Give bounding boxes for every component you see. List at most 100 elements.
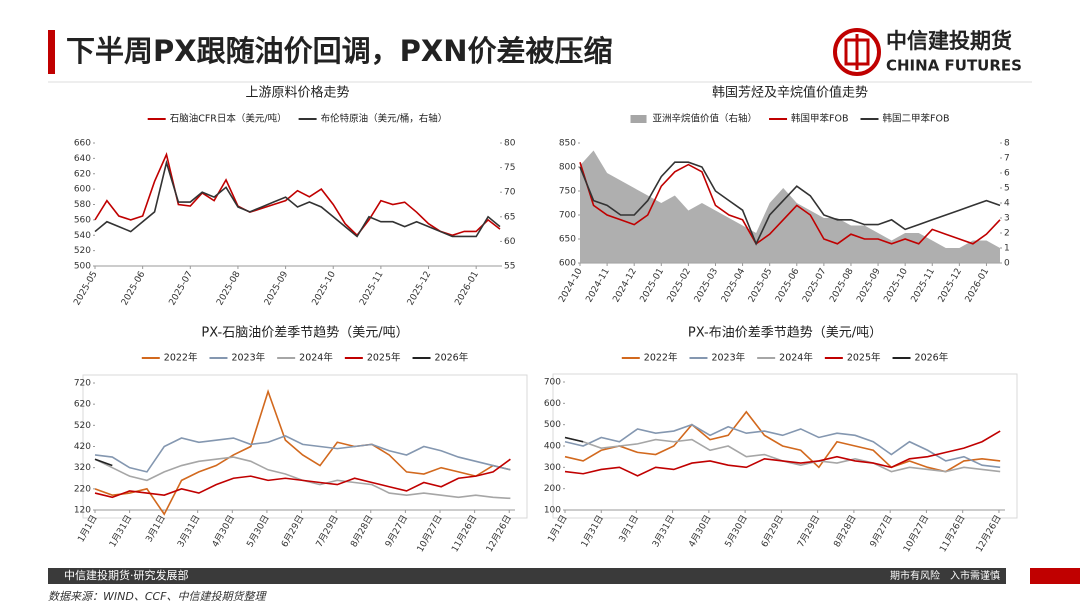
y-tick-label: 520: [74, 421, 91, 431]
y-tick-label: 200: [544, 484, 561, 494]
y-tick-label: 700: [559, 211, 576, 221]
x-tick-label: 2025-01: [639, 267, 666, 305]
footer-risk: 期市有风险 入市需谨慎: [890, 569, 1000, 582]
source-note: 数据来源：WIND、CCF、中信建投期货整理: [48, 590, 268, 603]
y-tick-label: 320: [74, 463, 91, 473]
x-tick-label: 9月27日: [383, 513, 410, 549]
legend: 亚洲辛烷值价值（右轴） 韩国甲苯FOB 韩国二甲苯FOB: [630, 113, 950, 125]
x-tick-label: 5月30日: [245, 513, 272, 549]
x-tick-label: 10月27日: [901, 513, 931, 554]
line-series: [564, 410, 1001, 473]
x-tick-label: 8月28日: [348, 513, 375, 549]
y-tick-label: 600: [74, 185, 91, 195]
x-tick-label: 8月28日: [832, 513, 859, 549]
x-tick-label: 2025-04: [720, 267, 748, 305]
x-tick-label: 2025-05: [72, 270, 99, 308]
line-series: [94, 435, 511, 473]
x-tick-label: 2025-10: [882, 267, 910, 305]
line-series: [94, 456, 511, 500]
legend-label: 2023年: [711, 352, 745, 364]
x-tick-label: 4月30日: [210, 513, 237, 549]
legend-label: 布伦特原油（美元/桶，右轴）: [321, 113, 448, 125]
y-tick-label: 600: [559, 259, 576, 269]
y-tick-label: 100: [544, 506, 561, 516]
y-tick-label: 220: [74, 484, 91, 494]
y2-tick-label: 0: [1004, 259, 1010, 269]
area-series: [580, 150, 1000, 263]
y2-tick-label: 1: [1004, 244, 1010, 254]
x-tick-label: 9月27日: [868, 513, 895, 549]
y-tick-label: 850: [559, 139, 576, 149]
y2-tick-label: 60: [504, 237, 516, 247]
x-tick-label: 3月31日: [175, 513, 202, 549]
x-tick-label: 2025-06: [774, 267, 802, 305]
x-tick-label: 2025-10: [311, 270, 339, 308]
x-tick-label: 3月31日: [650, 513, 677, 549]
x-tick-label: 2025-05: [747, 267, 774, 305]
x-tick-label: 6月29日: [279, 513, 306, 549]
x-tick-label: 1月31日: [579, 513, 606, 549]
y2-tick-label: 75: [504, 163, 515, 173]
x-tick-label: 10月27日: [415, 513, 445, 554]
legend-label: 2024年: [779, 352, 813, 364]
x-tick-label: 2025-03: [693, 267, 720, 305]
x-tick-label: 5月30日: [723, 513, 750, 549]
line-series: [564, 430, 1001, 477]
line-series: [564, 436, 584, 443]
line-series: [579, 161, 1001, 246]
x-tick-label: 2025-11: [358, 270, 385, 308]
title-bar: [48, 30, 55, 74]
y2-tick-label: 4: [1004, 199, 1010, 209]
x-tick-label: 2025-07: [801, 267, 828, 305]
x-tick-label: 7月29日: [795, 513, 822, 549]
y2-tick-label: 80: [504, 139, 516, 149]
x-tick-label: 2025-08: [828, 267, 856, 305]
x-tick-label: 2025-02: [666, 267, 693, 305]
legend-label: 2024年: [299, 352, 333, 364]
x-tick-label: 2025-12: [406, 270, 433, 308]
y-tick-label: 640: [74, 154, 91, 164]
y2-tick-label: 3: [1004, 214, 1010, 224]
y-tick-label: 500: [74, 262, 91, 272]
chart-title: PX-石脑油价差季节趋势（美元/吨）: [201, 325, 408, 341]
line-series: [94, 159, 501, 238]
y-tick-label: 800: [559, 163, 576, 173]
y-tick-label: 750: [559, 187, 576, 197]
x-tick-label: 1月1日: [76, 513, 100, 544]
legend-label: 韩国二甲苯FOB: [883, 113, 950, 125]
y2-tick-label: 2: [1004, 229, 1010, 239]
y-tick-label: 720: [74, 379, 91, 389]
legend-label: 石脑油CFR日本（美元/吨）: [170, 113, 287, 125]
line-series: [564, 423, 1001, 469]
y-tick-label: 650: [559, 235, 576, 245]
x-tick-label: 2024-12: [611, 267, 638, 305]
x-tick-label: 2024-10: [557, 267, 585, 305]
chart-title: PX-布油价差季节趋势（美元/吨）: [688, 325, 882, 341]
y-tick-label: 520: [74, 246, 91, 256]
legend-swatch: [630, 115, 647, 123]
y2-tick-label: 6: [1004, 169, 1010, 179]
y-tick-label: 600: [544, 399, 561, 409]
footer-department: 中信建投期货·研究发展部: [64, 568, 189, 582]
legend-label: 2026年: [915, 352, 949, 364]
y-tick-label: 580: [74, 200, 91, 210]
x-tick-label: 2024-11: [584, 267, 611, 305]
y2-tick-label: 70: [504, 188, 516, 198]
chart-title: 上游原料价格走势: [245, 85, 349, 101]
legend-label: 2022年: [164, 352, 198, 364]
x-tick-label: 2025-09: [855, 267, 883, 305]
x-tick-label: 2025-09: [263, 270, 291, 308]
y-tick-label: 540: [74, 231, 91, 241]
y-tick-label: 120: [74, 506, 91, 516]
y-tick-label: 420: [74, 442, 91, 452]
line-series: [94, 152, 501, 237]
x-tick-label: 4月30日: [686, 513, 713, 549]
legend-label: 2025年: [367, 352, 401, 364]
x-tick-label: 1月1日: [546, 513, 570, 544]
legend: 2022年 2023年 2024年 2025年 2026年: [621, 352, 949, 364]
y2-tick-label: 65: [504, 212, 515, 222]
x-tick-label: 7月29日: [314, 513, 341, 549]
x-tick-label: 6月29日: [759, 513, 786, 549]
plot-frame: [82, 374, 528, 519]
